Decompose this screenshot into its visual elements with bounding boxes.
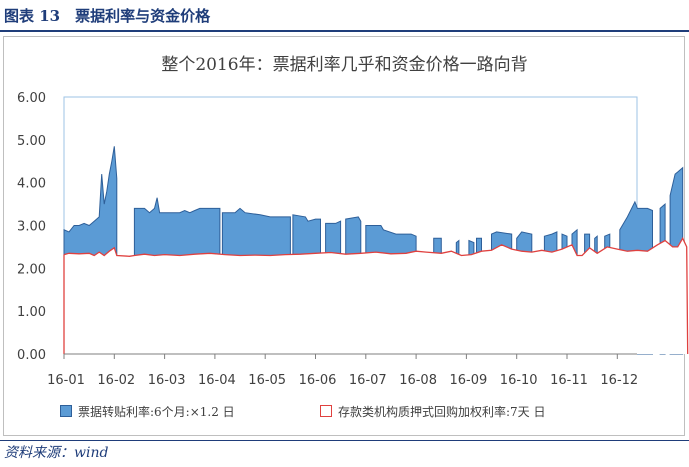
chart-legend: 票据转贴利率:6个月:×1.2 日 存款类机构质押式回购加权利率:7天 日	[0, 402, 689, 422]
legend-item-repo: 存款类机构质押式回购加权利率:7天 日	[320, 402, 546, 420]
x-tick-label: 16-03	[148, 373, 186, 388]
x-axis-ticks: 16-01 16-02 16-03 16-04 16-05 16-06 16-07 16-08…	[47, 353, 638, 388]
legend-item-bill: 票据转贴利率:6个月:×1.2 日	[60, 402, 235, 420]
x-tick-label: 16-02	[97, 373, 135, 388]
x-tick-label: 16-10	[500, 373, 538, 388]
repo-rate-underfill	[64, 238, 688, 354]
y-axis-ticks: 0.00 1.00 2.00 3.00 4.00 5.00 6.00	[17, 91, 46, 363]
figure-caption: 票据利率与资金价格	[75, 7, 211, 25]
x-tick-label: 16-04	[198, 373, 236, 388]
repo-rate-line	[63, 236, 689, 355]
chart-title: 整个2016年：票据利率几乎和资金价格一路向背	[161, 55, 528, 75]
x-tick-label: 16-06	[299, 373, 337, 388]
legend-label-repo: 存款类机构质押式回购加权利率:7天 日	[338, 404, 546, 419]
legend-swatch-bill	[60, 405, 72, 417]
figure-header: 图表 13 票据利率与资金价格	[0, 0, 689, 32]
y-tick-label: 6.00	[17, 91, 46, 106]
y-tick-label: 1.00	[17, 305, 46, 320]
x-tick-label: 16-05	[248, 373, 286, 388]
y-tick-label: 0.00	[17, 348, 46, 363]
x-tick-label: 16-12	[600, 373, 638, 388]
repo-rate-line-series	[63, 236, 689, 355]
y-tick-label: 5.00	[17, 134, 46, 149]
legend-swatch-repo	[320, 405, 332, 417]
x-tick-label: 16-01	[47, 373, 85, 388]
x-tick-label: 16-08	[399, 373, 437, 388]
y-tick-label: 4.00	[17, 177, 46, 192]
x-tick-label: 16-11	[550, 373, 588, 388]
x-tick-label: 16-09	[450, 373, 488, 388]
figure-label: 图表 13	[4, 7, 61, 25]
figure-title: 图表 13 票据利率与资金价格	[4, 5, 210, 26]
x-tick-label: 16-07	[349, 373, 387, 388]
y-tick-label: 2.00	[17, 262, 46, 277]
footer-rule	[0, 440, 689, 441]
source-note: 资料来源：wind	[4, 445, 109, 461]
legend-label-bill: 票据转贴利率:6个月:×1.2 日	[78, 404, 235, 419]
y-tick-label: 3.00	[17, 220, 46, 235]
